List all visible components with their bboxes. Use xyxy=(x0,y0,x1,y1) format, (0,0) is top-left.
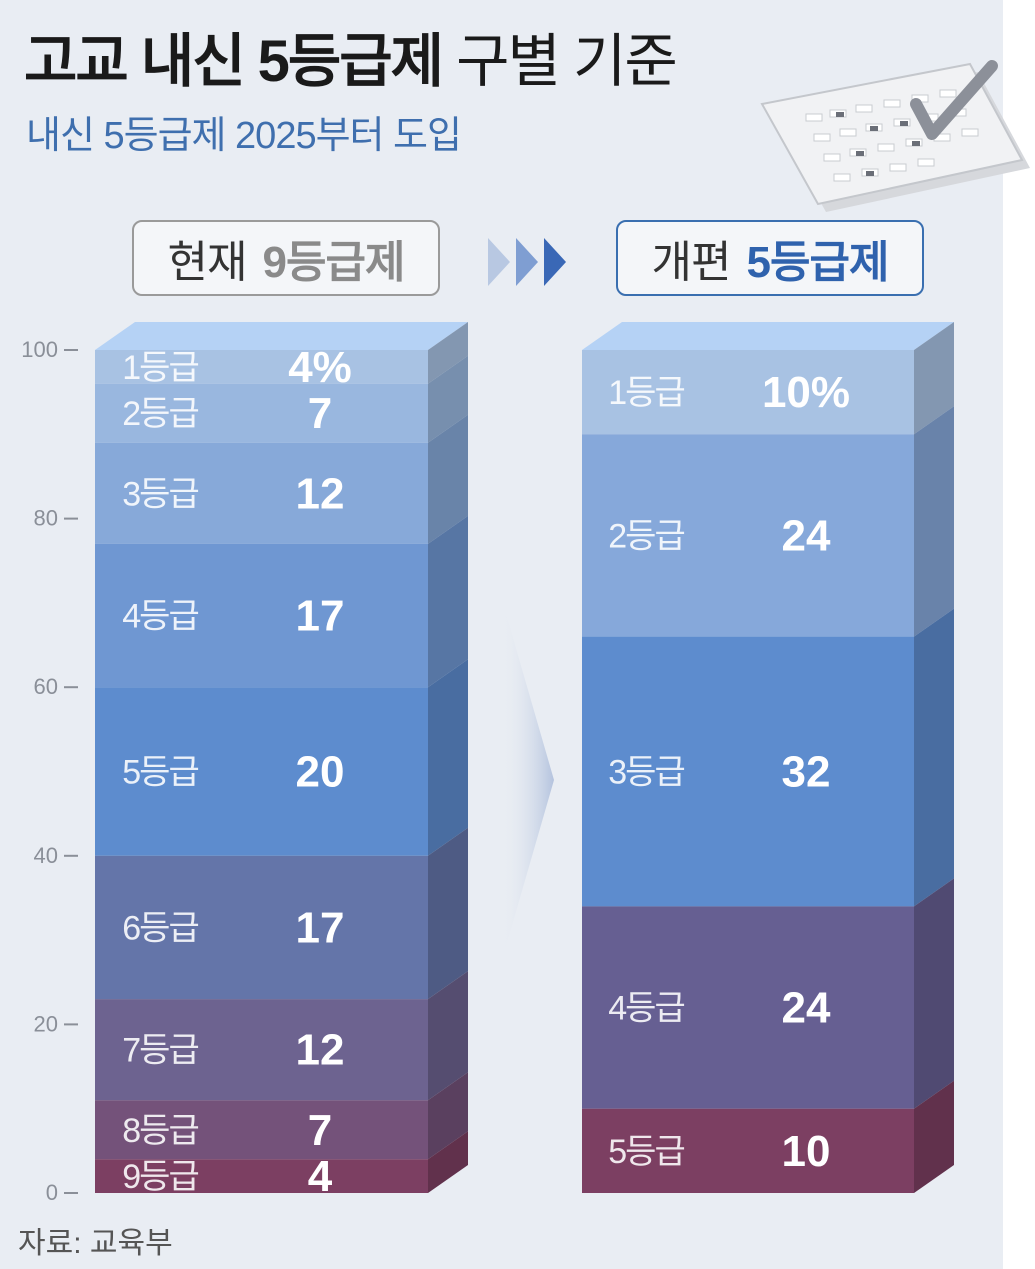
exam-sheet-icon xyxy=(760,60,1030,212)
current-label-accent: 9등급제 xyxy=(262,238,406,287)
title-light: 구별 기준 xyxy=(456,29,678,94)
segment-grade-label: 1등급 xyxy=(122,349,198,387)
segment-grade-label: 4등급 xyxy=(122,598,198,636)
source-note: 자료: 교육부 xyxy=(18,1227,173,1260)
bar-side-face xyxy=(428,355,468,443)
bar-segment xyxy=(95,383,428,443)
segment-value-label: 32 xyxy=(782,748,831,797)
bar-side-face xyxy=(428,322,468,384)
bar-segment xyxy=(95,1100,428,1160)
segment-value-label: 17 xyxy=(296,592,345,641)
arrows-icon xyxy=(488,238,566,286)
bar-side-face xyxy=(428,971,468,1101)
transition-arrow-icon xyxy=(502,600,554,960)
revised-label-prefix: 개편 xyxy=(651,238,732,287)
y-tick-label: 80 xyxy=(34,506,58,531)
y-tick-label: 60 xyxy=(34,674,58,699)
segment-grade-label: 6등급 xyxy=(122,909,198,947)
segment-value-label: 24 xyxy=(782,984,831,1033)
bar-segment xyxy=(95,442,428,544)
bar-segment xyxy=(95,350,428,384)
y-tick-label: 100 xyxy=(21,337,58,362)
revised-label-accent: 5등급제 xyxy=(746,238,890,287)
bar-segment xyxy=(95,543,428,688)
segment-grade-label: 5등급 xyxy=(608,1133,684,1171)
segment-value-label: 24 xyxy=(782,511,831,560)
segment-value-label: 7 xyxy=(308,389,332,438)
segment-grade-label: 4등급 xyxy=(608,990,684,1028)
segment-value-label: 17 xyxy=(296,903,345,952)
segment-grade-label: 3등급 xyxy=(608,754,684,792)
bar-segment xyxy=(582,1108,914,1193)
revised-system-label: 개편 5등급제 xyxy=(616,220,924,296)
segment-grade-label: 1등급 xyxy=(608,374,684,412)
y-tick-label: 0 xyxy=(46,1180,58,1205)
bar-side-face xyxy=(428,827,468,1000)
segment-value-label: 12 xyxy=(296,1026,345,1075)
bar-side-face xyxy=(428,1131,468,1193)
segment-value-label: 10 xyxy=(782,1127,831,1176)
bar-side-face xyxy=(914,406,954,637)
segment-value-label: 4 xyxy=(308,1152,333,1201)
bar-side-face xyxy=(914,1080,954,1193)
y-tick-label: 40 xyxy=(34,843,58,868)
segment-grade-label: 9등급 xyxy=(122,1158,198,1196)
bar-segment xyxy=(582,636,914,907)
y-axis: 0 20 40 60 80 100 xyxy=(21,337,78,1205)
bar-side-face xyxy=(914,608,954,907)
bar-side-face xyxy=(914,878,954,1109)
segment-value-label: 7 xyxy=(308,1106,332,1155)
segment-grade-label: 7등급 xyxy=(122,1032,198,1070)
segment-grade-label: 8등급 xyxy=(122,1112,198,1150)
bar-segment xyxy=(95,999,428,1101)
bar-segment xyxy=(95,687,428,856)
revised-bar: 1등급 10% 2등급 24 3등급 32 4등급 24 5등급 10 xyxy=(582,322,954,1193)
bar-segment xyxy=(95,1159,428,1193)
segment-grade-label: 3등급 xyxy=(122,475,198,513)
y-tick-label: 20 xyxy=(34,1011,58,1036)
segment-value-label: 4% xyxy=(288,343,352,392)
bar-side-face xyxy=(428,1072,468,1160)
current-system-label: 현재 9등급제 xyxy=(132,220,440,296)
bar-segment xyxy=(582,906,914,1109)
segment-value-label: 12 xyxy=(296,469,345,518)
chart-subtitle: 내신 5등급제 2025부터 도입 xyxy=(26,115,462,157)
segment-grade-label: 5등급 xyxy=(122,754,198,792)
segment-grade-label: 2등급 xyxy=(122,395,198,433)
chart-title: 고교 내신 5등급제 구별 기준 xyxy=(24,14,678,98)
bar-top-face xyxy=(582,322,954,350)
segment-value-label: 20 xyxy=(296,748,345,797)
bar-segment xyxy=(582,350,914,435)
segment-value-label: 10% xyxy=(762,368,850,417)
bar-side-face xyxy=(428,414,468,544)
bar-segment xyxy=(582,434,914,637)
bar-segment xyxy=(95,855,428,1000)
bar-side-face xyxy=(914,322,954,435)
current-label-prefix: 현재 xyxy=(167,238,248,287)
bar-side-face xyxy=(428,515,468,688)
segment-grade-label: 2등급 xyxy=(608,517,684,555)
current-bar: 1등급 4% 2등급 7 3등급 12 4등급 17 5등급 20 6등급 17 7등급 12 8등급 7 9등… xyxy=(95,322,468,1201)
title-bold: 고교 내신 5등급제 xyxy=(24,29,444,94)
bar-top-face xyxy=(95,322,468,350)
bar-side-face xyxy=(428,659,468,856)
